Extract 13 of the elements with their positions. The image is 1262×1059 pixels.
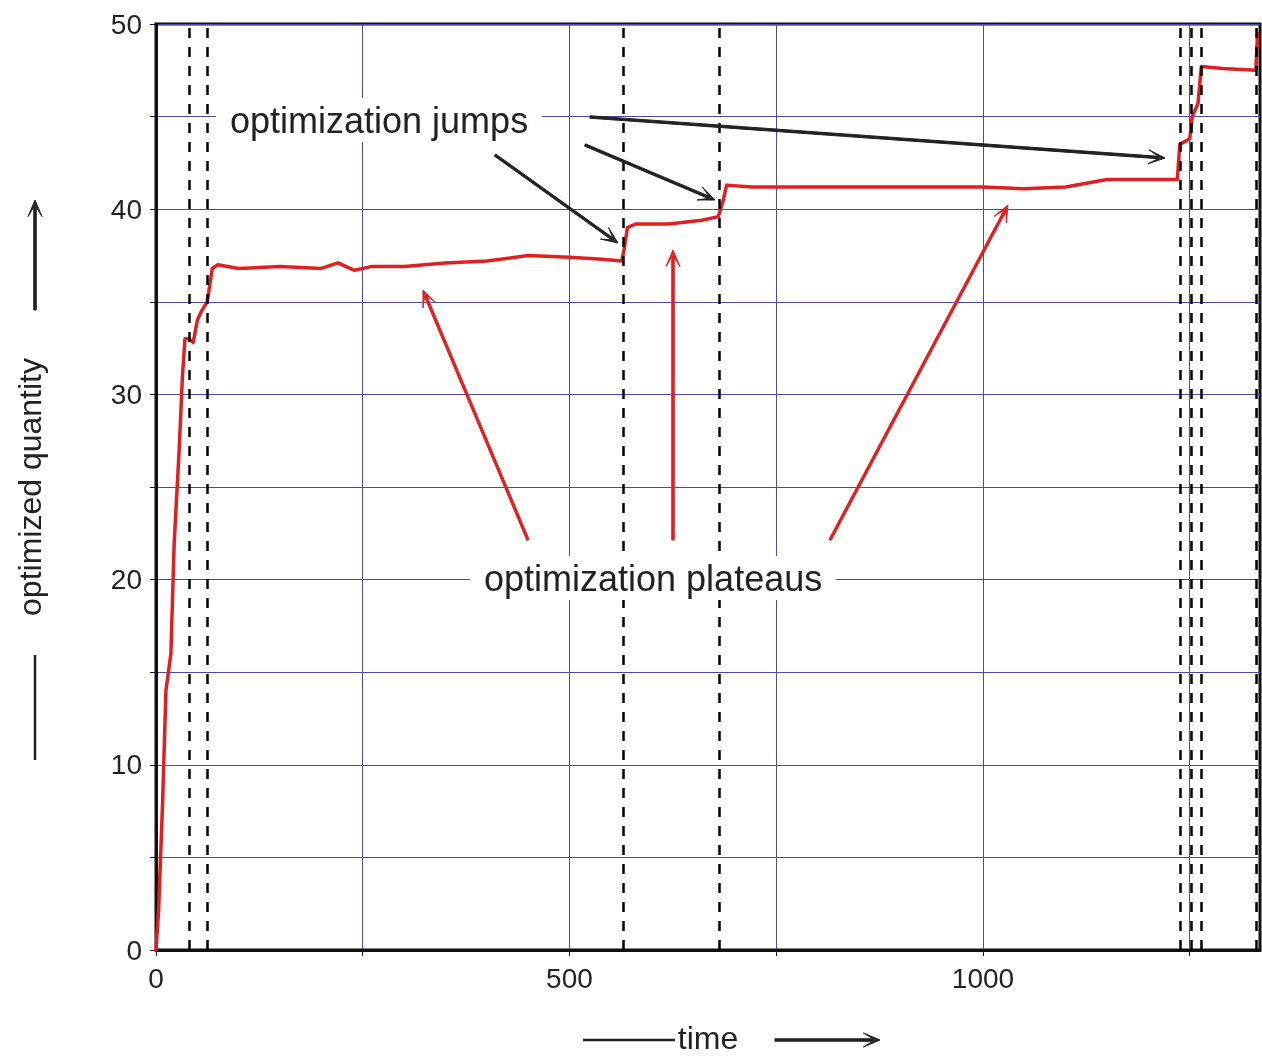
x-tick-label: 0 bbox=[148, 962, 164, 994]
y-tick-label: 30 bbox=[110, 378, 142, 410]
annotation: optimization plateaus bbox=[484, 557, 823, 599]
x-axis-title: time bbox=[677, 1020, 739, 1056]
y-tick-label: 0 bbox=[126, 934, 142, 966]
x-tick-label: 1000 bbox=[951, 962, 1015, 994]
y-tick-label: 40 bbox=[110, 193, 142, 225]
y-axis-title: optimized quantity bbox=[12, 358, 48, 616]
y-tick-label: 50 bbox=[110, 8, 142, 40]
x-tick-label: 500 bbox=[546, 962, 593, 994]
y-tick-label: 10 bbox=[110, 749, 142, 781]
y-tick-label: 20 bbox=[110, 564, 142, 596]
annotation: optimization jumps bbox=[230, 99, 529, 141]
